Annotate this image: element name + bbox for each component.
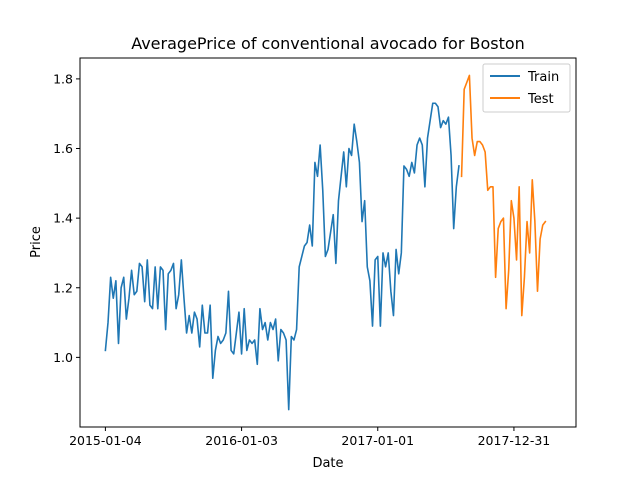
- plot-frame: [79, 57, 577, 428]
- y-tick-label: 1.8: [53, 71, 73, 86]
- y-tick-label: 1.0: [53, 350, 73, 365]
- y-axis: 1.0 1.2 1.4 1.6 1.8: [53, 71, 80, 365]
- x-tick-label: 2016-01-03: [205, 433, 278, 448]
- chart-title: AveragePrice of conventional avocado for…: [131, 34, 525, 53]
- x-tick-label: 2015-01-04: [69, 433, 142, 448]
- legend: Train Test: [482, 63, 571, 113]
- plot-area: [104, 74, 547, 411]
- y-tick-label: 1.4: [53, 211, 73, 226]
- x-tick-label: 2017-12-31: [478, 433, 551, 448]
- series-line-train: [104, 102, 460, 411]
- y-axis-label: Price: [29, 226, 44, 258]
- series-line-test: [460, 74, 547, 317]
- legend-label-train: Train: [527, 70, 559, 85]
- x-axis-label: Date: [312, 456, 343, 471]
- legend-label-test: Test: [527, 92, 554, 107]
- x-tick-label: 2017-01-01: [341, 433, 414, 448]
- y-tick-label: 1.2: [53, 280, 73, 295]
- x-axis: 2015-01-04 2016-01-03 2017-01-01 2017-12-31: [69, 427, 550, 448]
- y-tick-label: 1.6: [53, 141, 73, 156]
